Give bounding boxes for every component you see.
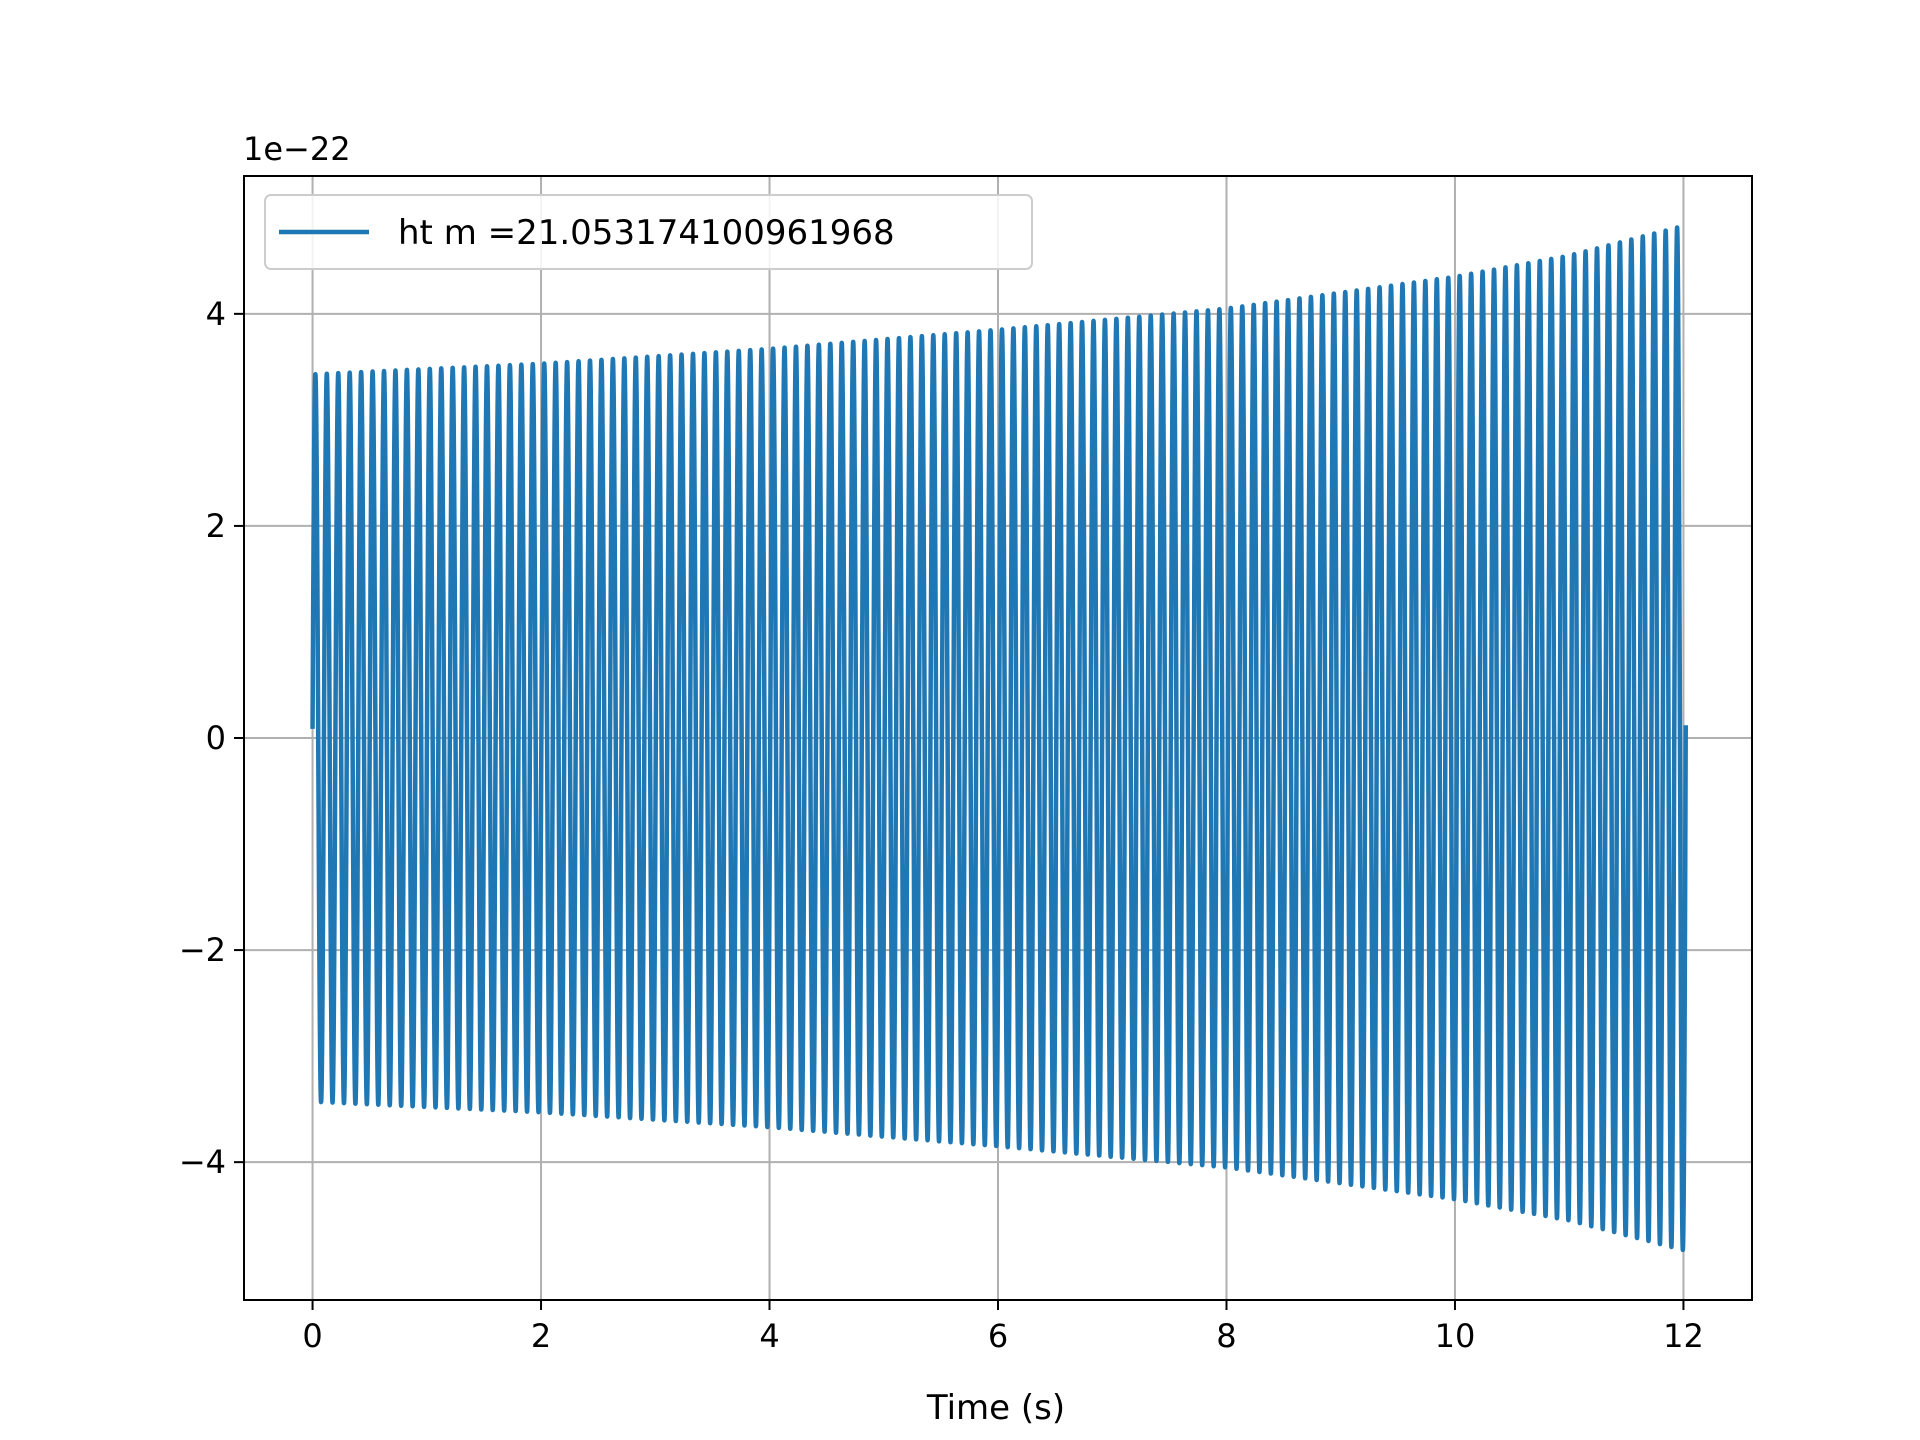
x-tick-label: 4 bbox=[759, 1317, 779, 1355]
series-line bbox=[310, 225, 1688, 1253]
x-tick-label: 8 bbox=[1216, 1317, 1236, 1355]
y-tick-label: 4 bbox=[206, 295, 226, 333]
legend-label: ht m =21.053174100961968 bbox=[398, 213, 895, 253]
y-axis-ticks: −4 −2 0 2 4 bbox=[179, 295, 244, 1181]
x-tick-label: 2 bbox=[531, 1317, 551, 1355]
x-tick-label: 6 bbox=[988, 1317, 1008, 1355]
y-scale-label: 1e−22 bbox=[243, 130, 351, 168]
y-tick-label: −2 bbox=[179, 931, 226, 969]
x-axis-title: Time (s) bbox=[926, 1388, 1065, 1428]
x-tick-label: 0 bbox=[302, 1317, 322, 1355]
legend-box bbox=[264, 194, 1033, 270]
series-layer bbox=[310, 225, 1688, 1253]
y-tick-label: −4 bbox=[179, 1143, 226, 1181]
x-axis-ticks: 0 2 4 6 8 10 12 bbox=[302, 1300, 1704, 1355]
y-tick-label: 2 bbox=[206, 507, 226, 545]
x-tick-label: 12 bbox=[1663, 1317, 1704, 1355]
y-tick-label: 0 bbox=[206, 719, 226, 757]
x-tick-label: 10 bbox=[1435, 1317, 1476, 1355]
legend: ht m =21.053174100961968 bbox=[264, 194, 1033, 270]
